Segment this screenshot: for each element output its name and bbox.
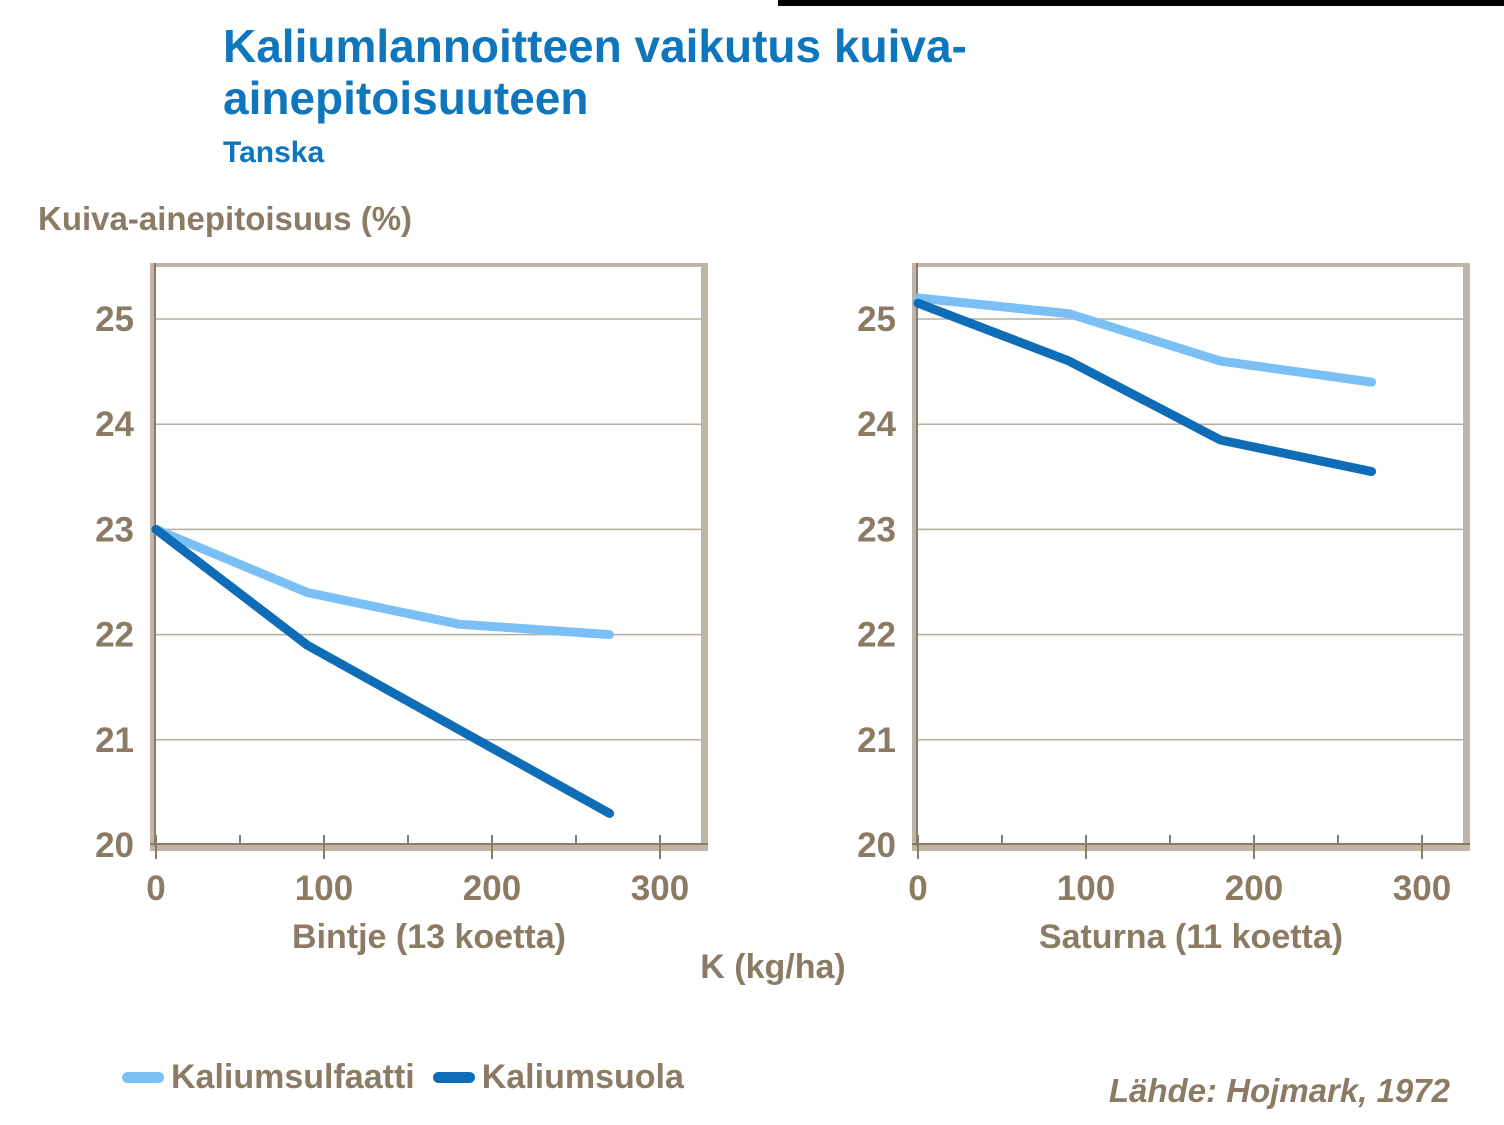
plot-border-right	[701, 263, 708, 851]
x-axis-title: K (kg/ha)	[700, 948, 846, 986]
y-tick-label: 21	[95, 721, 134, 760]
y-tick-label: 24	[95, 405, 134, 444]
plot-border-bottom	[912, 845, 1470, 851]
y-tick-label: 23	[857, 510, 896, 549]
slide-subtitle: Tanska	[223, 136, 325, 169]
y-axis-title: Kuiva-ainepitoisuus (%)	[38, 200, 413, 237]
kaliumsuola-label: Kaliumsuola	[481, 1058, 684, 1096]
kaliumsuola-swatch	[432, 1072, 475, 1083]
bintje-caption: Bintje (13 koetta)	[292, 918, 566, 956]
y-tick-label: 20	[95, 826, 134, 865]
x-tick-label: 200	[1225, 869, 1283, 908]
y-tick-label: 21	[857, 721, 896, 760]
series-line-kaliumsuola	[151, 524, 615, 818]
saturna-chart-svg: 20 21 22 23 24 25 0 100 200 300	[857, 263, 1470, 908]
y-tick-label: 23	[95, 510, 134, 549]
slide-title: Kaliumlannoitteen vaikutus kuiva- ainepi…	[223, 20, 967, 125]
legend: Kaliumsulfaatti Kaliumsuola	[122, 1058, 702, 1097]
plot-border-left	[912, 263, 916, 851]
series-line-kaliumsulfaatti	[913, 293, 1377, 387]
x-tick-label: 0	[146, 869, 165, 908]
kaliumsulfaatti-label: Kaliumsulfaatti	[171, 1058, 415, 1096]
plot-border-left	[150, 263, 154, 851]
series-line-kaliumsulfaatti	[151, 524, 615, 640]
series-line-kaliumsuola	[913, 298, 1377, 477]
plot-border-top	[912, 263, 1470, 267]
y-tick-label: 22	[857, 616, 896, 655]
y-tick-label: 20	[857, 826, 896, 865]
y-tick-label: 25	[857, 300, 896, 339]
plot-border-bottom	[150, 845, 708, 851]
saturna-caption: Saturna (11 koetta)	[1038, 918, 1344, 956]
bintje-chart-svg: 20 21 22 23 24 25 0 100 200 300	[95, 263, 708, 908]
x-tick-label: 100	[295, 869, 353, 908]
y-tick-label: 22	[95, 616, 134, 655]
source-credit: Lähde: Hojmark, 1972	[1108, 1072, 1450, 1109]
x-tick-label: 300	[1393, 869, 1451, 908]
plot-border-top	[150, 263, 708, 267]
y-tick-label: 24	[857, 405, 896, 444]
x-tick-label: 100	[1057, 869, 1115, 908]
x-tick-label: 300	[631, 869, 689, 908]
y-tick-label: 25	[95, 300, 134, 339]
plot-border-right	[1463, 263, 1470, 851]
top-black-bar	[778, 0, 1504, 6]
kaliumsulfaatti-swatch	[122, 1072, 164, 1083]
x-tick-label: 200	[463, 869, 521, 908]
bintje-chart: 20 21 22 23 24 25 0 100 200 300	[60, 255, 760, 955]
x-tick-label: 0	[908, 869, 927, 908]
saturna-chart: 20 21 22 23 24 25 0 100 200 300	[822, 255, 1504, 955]
